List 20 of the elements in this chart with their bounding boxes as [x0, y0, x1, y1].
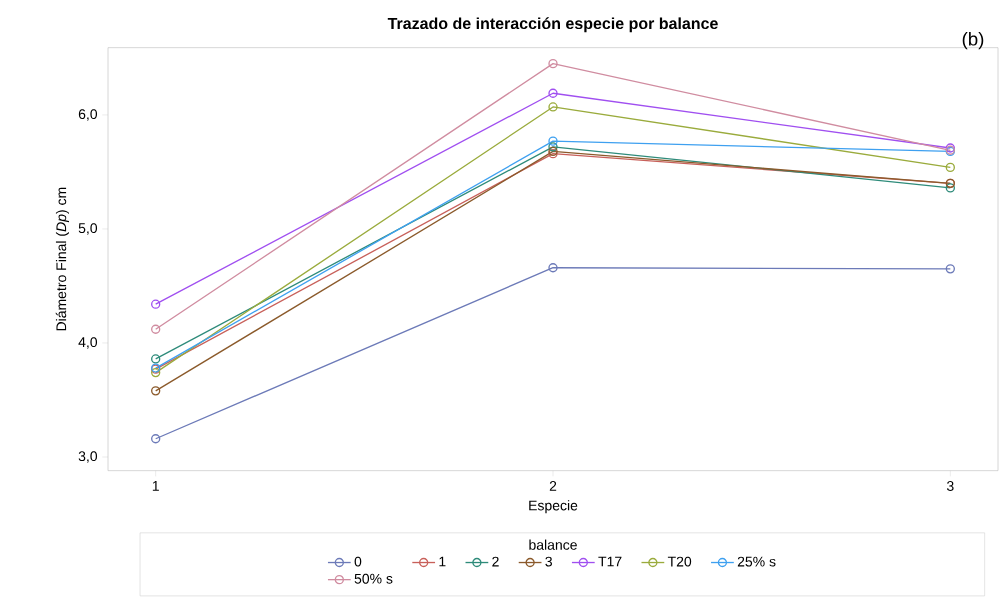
x-tick-label: 2	[549, 481, 557, 491]
y-axis-title: Diámetro Final (Dp) cm	[55, 187, 69, 331]
legend-label: T17	[598, 556, 622, 567]
legend-label: 3	[545, 556, 552, 567]
y-tick-label: 5,0	[78, 223, 98, 235]
legend-title: balance	[529, 539, 577, 550]
y-tick-label: 3,0	[78, 451, 98, 463]
legend-label: T20	[667, 556, 692, 567]
annotation: (b)	[962, 31, 984, 50]
y-tick-label: 4,0	[78, 337, 98, 349]
x-axis-title: Especie	[529, 500, 578, 514]
legend-label: 2	[492, 556, 499, 567]
legend-label: 1	[439, 556, 446, 567]
x-tick-label: 3	[946, 481, 954, 491]
legend-label: 25% s	[737, 556, 776, 567]
legend-label: 50% s	[354, 573, 393, 584]
y-tick-label: 6,0	[78, 109, 98, 121]
legend-label: 0	[354, 556, 362, 567]
chart-title: Trazado de interacción especie por balance	[387, 17, 718, 33]
x-tick-label: 1	[152, 481, 159, 491]
